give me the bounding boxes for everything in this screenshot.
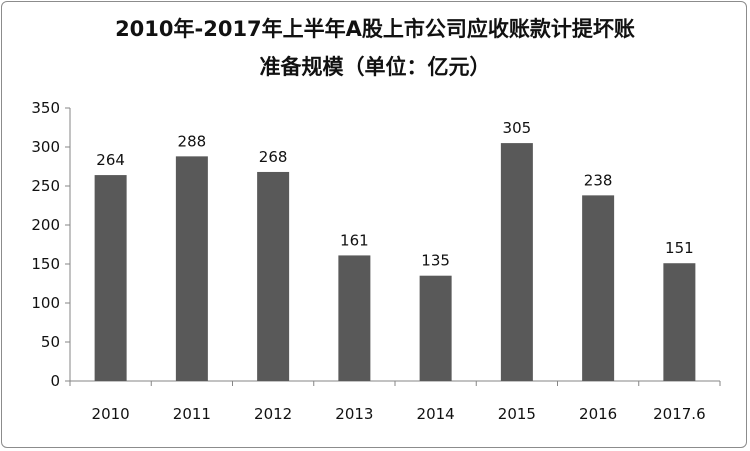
x-axis: 2010 2011 2012 2013 2014 2015 2016 2017.6 xyxy=(69,380,721,423)
y-tick-label: 350 xyxy=(31,99,60,117)
data-label-2010: 264 xyxy=(96,151,125,169)
bar-2013 xyxy=(338,255,371,381)
bar-2011 xyxy=(175,156,208,381)
bar-2012 xyxy=(257,171,290,381)
x-tick-label-2017.6: 2017.6 xyxy=(653,405,706,423)
data-label-2012: 268 xyxy=(259,148,288,166)
chart-title-line1: 2010年-2017年上半年A股上市公司应收账款计提坏账 xyxy=(115,17,635,41)
y-tick-label: 300 xyxy=(31,138,60,156)
bar-2015 xyxy=(500,143,533,381)
bar-2014 xyxy=(419,275,452,381)
x-tick-label-2012: 2012 xyxy=(254,405,292,423)
data-label-2017.6: 151 xyxy=(665,239,694,257)
x-tick-label-2015: 2015 xyxy=(498,405,536,423)
data-label-2011: 288 xyxy=(178,132,207,150)
y-tick-label: 50 xyxy=(41,333,60,351)
x-tick-label-2011: 2011 xyxy=(173,405,211,423)
chart-title-line2: 准备规模（单位：亿元） xyxy=(259,55,491,79)
bar-2016 xyxy=(582,195,615,381)
y-tick-label: 150 xyxy=(31,255,60,273)
bars xyxy=(94,143,696,381)
data-labels: 264 288 268 161 135 305 238 151 xyxy=(96,119,693,270)
x-tick-label-2013: 2013 xyxy=(335,405,373,423)
y-tick-label: 250 xyxy=(31,177,60,195)
bar-2010 xyxy=(94,175,127,381)
data-label-2015: 305 xyxy=(503,119,532,137)
y-tick-label: 200 xyxy=(31,216,60,234)
x-tick-label-2014: 2014 xyxy=(417,405,455,423)
x-tick-label-2010: 2010 xyxy=(92,405,130,423)
data-label-2013: 161 xyxy=(340,231,369,249)
y-tick-label: 100 xyxy=(31,294,60,312)
x-tick-label-2016: 2016 xyxy=(579,405,617,423)
y-tick-label: 0 xyxy=(50,372,60,390)
data-label-2016: 238 xyxy=(584,171,613,189)
bar-2017.6 xyxy=(663,263,696,381)
data-label-2014: 135 xyxy=(421,252,450,270)
y-axis: 0 50 100 150 200 250 300 350 xyxy=(31,99,71,390)
